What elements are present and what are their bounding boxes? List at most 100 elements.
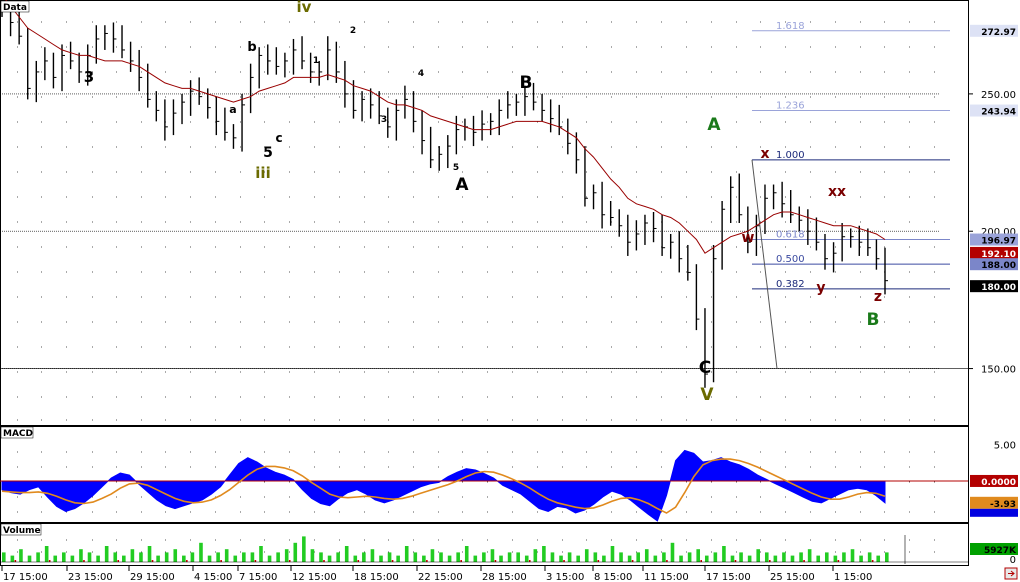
price-tag — [970, 280, 1018, 293]
price-bars — [1, 0, 888, 388]
volume-bar — [387, 552, 392, 562]
time-axis-label: 22 15:00 — [418, 572, 463, 582]
volume-bar — [379, 555, 383, 562]
volume-bar — [559, 555, 563, 562]
volume-title-box — [0, 523, 42, 536]
volume-plot — [0, 535, 968, 564]
volume-down-tick — [220, 560, 222, 562]
time-axis-label: 4 15:00 — [194, 572, 232, 582]
price-tag-label: 243.94 — [981, 108, 1016, 118]
volume-down-tick — [837, 560, 840, 562]
wave-label: z — [874, 289, 882, 305]
volume-down-tick — [597, 560, 600, 562]
wave-label: iv — [297, 0, 312, 16]
time-axis-label: 17 15:00 — [706, 572, 751, 582]
volume-down-tick — [14, 560, 17, 562]
volume-bar — [2, 552, 6, 562]
volume-down-tick — [48, 560, 51, 562]
volume-bar — [36, 552, 40, 562]
price-axis: 250.00 200.00 150.00 272.97 243.94 196.97 192.… — [968, 24, 1018, 376]
volume-bar — [824, 552, 829, 562]
volume-bar — [53, 555, 58, 562]
time-axis-label: 25 15:00 — [770, 572, 815, 582]
volume-bar — [533, 549, 538, 562]
volume-down-tick — [117, 560, 120, 562]
volume-bar — [885, 552, 889, 562]
time-axis-label: 1 15:00 — [834, 572, 872, 582]
macd-signal-tag — [970, 496, 1018, 509]
volume-bar — [404, 546, 409, 562]
volume-bar — [610, 546, 615, 562]
volume-bar — [96, 555, 100, 562]
volume-bar — [19, 549, 23, 562]
volume-bar — [447, 555, 452, 562]
price-tag — [970, 246, 1018, 259]
volume-down-tick — [666, 560, 668, 562]
volume-bar — [44, 546, 49, 562]
volume-down-tick — [460, 560, 462, 562]
volume-bar — [310, 549, 315, 562]
volume-bar — [507, 552, 512, 562]
volume-bar — [790, 555, 795, 562]
wave-label: 3 — [381, 115, 387, 125]
volume-bar — [807, 549, 812, 562]
volume-bar — [602, 555, 606, 562]
macd-histogram — [1, 449, 886, 522]
fib-level-label: 0.382 — [776, 279, 805, 290]
volume-bar — [147, 546, 152, 562]
volume-bar — [422, 555, 426, 562]
macd-axis: 5.00 0.0000 -3.93 — [970, 441, 1018, 517]
volume-bar — [542, 546, 546, 562]
volume-bar — [250, 552, 255, 562]
volume-bar — [242, 552, 246, 562]
volume-bar — [593, 552, 598, 562]
volume-bar — [327, 555, 332, 562]
volume-bar — [867, 552, 872, 562]
volume-tag-label: 5927K — [984, 546, 1017, 556]
macd-plot — [0, 449, 968, 522]
wave-label: a — [229, 103, 236, 116]
volume-down-tick — [186, 560, 188, 562]
volume-bar — [713, 552, 718, 562]
volume-bar — [670, 542, 675, 562]
volume-down-tick — [288, 560, 291, 562]
wave-label: y — [816, 280, 825, 296]
time-axis-label: 11 15:00 — [644, 572, 689, 582]
volume-bar — [687, 552, 692, 562]
time-axis-label: 23 15:00 — [68, 572, 113, 582]
volume-bar — [413, 552, 418, 562]
volume-bar — [653, 555, 658, 562]
volume-axis-label: 0 — [1010, 555, 1016, 566]
fib-level-label: 1.618 — [776, 21, 805, 32]
fib-level-label: 1.236 — [776, 101, 805, 112]
volume-bar — [122, 555, 126, 562]
volume-bar — [233, 555, 238, 562]
macd-zero-tag-label: 0.0000 — [981, 478, 1016, 488]
price-tag-label: 192.10 — [981, 250, 1016, 260]
volume-bar — [207, 555, 212, 562]
wave-label: 5 — [453, 163, 459, 173]
volume-bar — [842, 552, 846, 562]
volume-bar — [182, 555, 186, 562]
volume-bar — [816, 555, 821, 562]
volume-bar — [490, 549, 495, 562]
volume-bar — [396, 555, 400, 562]
time-axis-label: 8 15:00 — [594, 572, 632, 582]
volume-bar — [833, 555, 838, 562]
volume-bar — [430, 549, 435, 562]
fib-level-label: 0.500 — [776, 254, 805, 265]
volume-bar — [276, 552, 280, 562]
arrow-right-icon — [1008, 570, 1015, 577]
volume-down-tick — [357, 560, 360, 562]
volume-down-tick — [391, 560, 394, 562]
volume-bar — [216, 552, 220, 562]
wave-label: 3 — [84, 68, 94, 86]
wave-label: iii — [255, 164, 270, 182]
volume-bar — [482, 552, 486, 562]
volume-bar — [764, 552, 769, 562]
wave-label: 2 — [350, 26, 356, 36]
price-tag-label: 196.97 — [981, 237, 1016, 247]
